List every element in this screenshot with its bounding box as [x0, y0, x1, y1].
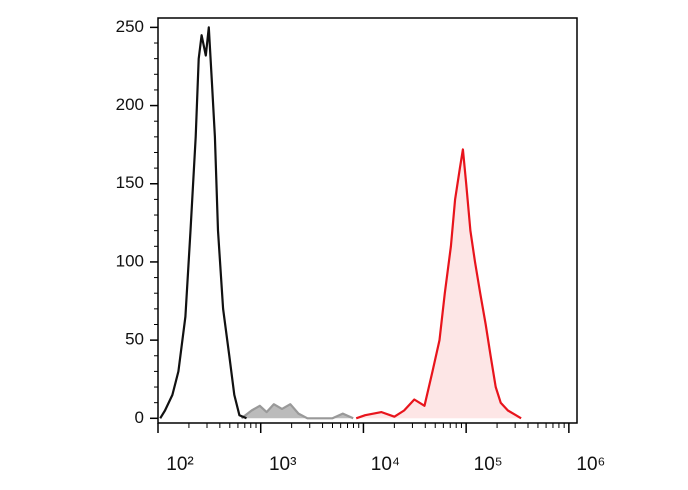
y-tick-label: 200	[116, 95, 144, 114]
x-tick-label: 10⁵	[474, 454, 503, 475]
y-tick-label: 150	[116, 173, 144, 192]
histogram-line	[159, 26, 247, 420]
y-tick-label: 0	[135, 408, 144, 427]
y-tick-label: 50	[125, 330, 144, 349]
y-tick-label: 250	[116, 17, 144, 36]
x-tick-label: 10²	[166, 454, 193, 475]
x-tick-label: 10³	[269, 454, 296, 475]
histogram-line	[355, 148, 522, 420]
x-tick-label: 10⁶	[576, 454, 605, 475]
x-tick-label: 10⁴	[371, 454, 400, 475]
area-fill	[241, 404, 354, 419]
histogram-line	[240, 403, 354, 420]
area-fill	[356, 149, 522, 419]
plot-frame	[157, 17, 578, 424]
y-tick-label: 100	[116, 251, 144, 270]
